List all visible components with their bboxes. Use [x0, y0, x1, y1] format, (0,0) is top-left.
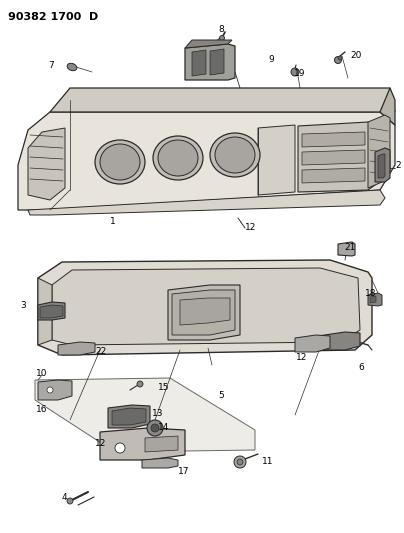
Text: 16: 16 — [36, 406, 48, 415]
Text: 4: 4 — [62, 492, 67, 502]
Text: 90382 1700  D: 90382 1700 D — [8, 12, 98, 22]
Polygon shape — [375, 148, 390, 182]
Polygon shape — [38, 302, 65, 320]
Text: 12: 12 — [95, 439, 106, 448]
Ellipse shape — [95, 140, 145, 184]
Ellipse shape — [215, 137, 255, 173]
Polygon shape — [35, 378, 255, 452]
Polygon shape — [142, 458, 178, 468]
Polygon shape — [38, 260, 372, 355]
Text: 12: 12 — [296, 353, 307, 362]
Text: 2: 2 — [395, 161, 401, 171]
Text: 13: 13 — [152, 408, 164, 417]
Polygon shape — [180, 298, 230, 325]
Ellipse shape — [67, 63, 77, 71]
Circle shape — [234, 456, 246, 468]
Ellipse shape — [158, 140, 198, 176]
Text: 21: 21 — [344, 244, 356, 253]
Polygon shape — [145, 436, 178, 452]
Text: 15: 15 — [158, 384, 170, 392]
Text: 17: 17 — [178, 467, 189, 477]
Polygon shape — [100, 428, 185, 460]
Text: 7: 7 — [48, 61, 54, 69]
Text: 20: 20 — [350, 52, 361, 61]
Text: 14: 14 — [158, 424, 169, 432]
Polygon shape — [38, 278, 52, 345]
Polygon shape — [192, 50, 206, 76]
Circle shape — [219, 36, 225, 41]
Text: 8: 8 — [218, 26, 224, 35]
Text: 18: 18 — [365, 288, 377, 297]
Text: 6: 6 — [358, 364, 364, 373]
Ellipse shape — [210, 133, 260, 177]
Polygon shape — [368, 293, 382, 306]
Polygon shape — [258, 125, 295, 195]
Circle shape — [115, 443, 125, 453]
Polygon shape — [338, 242, 355, 256]
Polygon shape — [210, 49, 224, 75]
Circle shape — [137, 381, 143, 387]
Polygon shape — [302, 168, 365, 183]
Polygon shape — [298, 122, 375, 192]
Polygon shape — [302, 150, 365, 165]
Polygon shape — [185, 40, 232, 48]
Polygon shape — [302, 132, 365, 147]
Polygon shape — [40, 305, 63, 318]
Text: 3: 3 — [20, 302, 26, 311]
Ellipse shape — [100, 144, 140, 180]
Polygon shape — [168, 285, 240, 340]
Text: 5: 5 — [218, 391, 224, 400]
Text: 12: 12 — [245, 223, 257, 232]
Circle shape — [335, 56, 341, 63]
Text: 1: 1 — [110, 217, 116, 227]
Text: 22: 22 — [95, 348, 106, 357]
Polygon shape — [185, 44, 235, 80]
Text: 10: 10 — [36, 368, 48, 377]
Polygon shape — [28, 190, 385, 215]
Polygon shape — [295, 335, 330, 352]
Text: 9: 9 — [268, 55, 274, 64]
Circle shape — [151, 424, 159, 432]
Polygon shape — [380, 88, 395, 125]
Text: 11: 11 — [262, 456, 274, 465]
Polygon shape — [172, 290, 235, 335]
Polygon shape — [28, 128, 65, 200]
Circle shape — [338, 56, 342, 60]
Circle shape — [291, 68, 299, 76]
Polygon shape — [50, 88, 395, 112]
Polygon shape — [58, 342, 95, 355]
Ellipse shape — [153, 136, 203, 180]
Polygon shape — [378, 154, 385, 178]
Polygon shape — [38, 380, 72, 400]
Polygon shape — [108, 405, 150, 428]
Polygon shape — [318, 332, 360, 350]
Polygon shape — [368, 115, 390, 188]
Polygon shape — [112, 408, 146, 425]
Polygon shape — [18, 112, 395, 210]
Polygon shape — [52, 268, 360, 345]
Circle shape — [237, 459, 243, 465]
Polygon shape — [370, 296, 376, 303]
Circle shape — [67, 498, 73, 504]
Circle shape — [147, 420, 163, 436]
Text: 19: 19 — [294, 69, 305, 77]
Circle shape — [47, 387, 53, 393]
